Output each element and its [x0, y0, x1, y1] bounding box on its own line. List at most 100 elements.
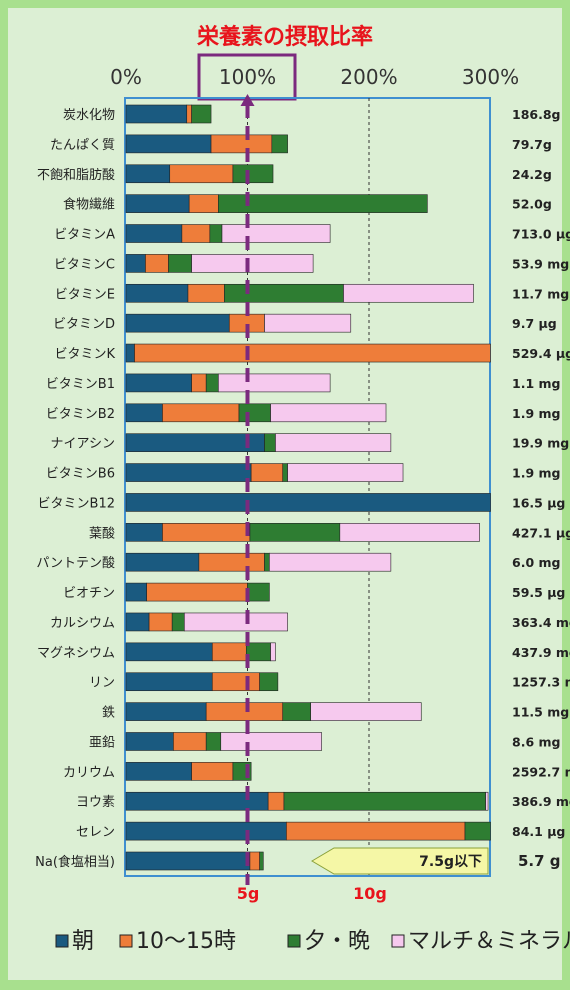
bar-segment-朝	[125, 224, 183, 243]
bar-segment-10～15時	[148, 612, 173, 632]
chart-title: 栄養素の摂取比率	[196, 24, 373, 50]
row-label: カリウム	[63, 765, 115, 780]
row-label: ビタミンB1	[46, 377, 115, 392]
row-value: 1.1 mg	[512, 376, 560, 391]
bar-segment-朝	[125, 523, 163, 542]
row-value: 5.7 g	[518, 852, 561, 870]
row-label: 不飽和脂肪酸	[37, 167, 115, 183]
row-value: 6.0 mg	[512, 555, 560, 570]
salt-target-label: 7.5g以下	[419, 854, 482, 870]
row-label: 食物繊維	[63, 197, 115, 213]
bar-segment-朝	[125, 343, 135, 363]
bar-segment-マルチ＆ミネラル	[269, 552, 392, 572]
bar-segment-マルチ＆ミネラル	[220, 732, 322, 751]
row-label: カルシウム	[50, 616, 115, 631]
row-label: Na(食塩相当)	[35, 854, 115, 870]
row-value: 363.4 mg	[512, 615, 570, 630]
legend-swatch	[287, 934, 301, 948]
bar-segment-10～15時	[134, 343, 491, 363]
bar-segment-朝	[125, 373, 192, 393]
row-label: たんぱく質	[50, 138, 115, 153]
bar-segment-マルチ＆ミネラル	[287, 463, 404, 482]
bar-segment-夕・晩	[224, 283, 344, 303]
row-value: 19.9 mg	[512, 436, 569, 451]
bar-segment-10～15時	[249, 851, 260, 871]
row-label: ビタミンC	[54, 257, 115, 272]
row-value: 713.0 μg	[512, 227, 570, 242]
bar-segment-夕・晩	[259, 672, 279, 692]
bar-segment-10～15時	[286, 821, 466, 841]
bar-segment-10～15時	[191, 762, 234, 781]
legend-label: 10～15時	[136, 929, 236, 954]
bar-segment-マルチ＆ミネラル	[339, 523, 480, 542]
bar-segment-マルチ＆ミネラル	[310, 702, 422, 721]
bar-segment-夕・晩	[168, 254, 192, 273]
row-value: 8.6 mg	[512, 734, 560, 749]
row-value: 16.5 μg	[512, 495, 565, 510]
bar-segment-朝	[125, 254, 146, 273]
bar-segment-夕・晩	[218, 194, 428, 213]
legend-swatch	[119, 934, 133, 948]
row-label: リン	[89, 676, 115, 691]
row-label: 炭水化物	[63, 108, 115, 123]
bar-segment-10～15時	[162, 523, 251, 542]
bar-segment-朝	[125, 762, 192, 781]
bar-segment-マルチ＆ミネラル	[221, 224, 331, 243]
legend-label: マルチ＆ミネラル	[408, 929, 570, 954]
bar-segment-朝	[125, 403, 163, 423]
bar-segment-夕・晩	[282, 463, 288, 482]
x-tick-label: 0%	[110, 65, 142, 89]
bar-segment-10～15時	[169, 164, 234, 184]
bar-segment-マルチ＆ミネラル	[264, 313, 352, 333]
legend-label: 夕・晩	[304, 929, 370, 954]
bar-segment-10～15時	[210, 134, 273, 154]
row-value: 52.0g	[512, 197, 552, 212]
bar-segment-朝	[125, 552, 200, 572]
row-label: ビタミンD	[53, 317, 115, 332]
row-label: パントテン酸	[36, 556, 115, 571]
bar-segment-朝	[125, 194, 190, 213]
bar-segment-10～15時	[211, 642, 247, 662]
row-label: セレン	[76, 825, 115, 840]
bar-segment-10～15時	[173, 732, 207, 751]
bar-segment-夕・晩	[205, 732, 222, 751]
bar-segment-朝	[125, 732, 174, 751]
row-value: 2592.7 mg	[512, 764, 570, 779]
bar-segment-朝	[125, 313, 230, 333]
bar-segment-朝	[125, 463, 252, 482]
row-value: 11.5 mg	[512, 705, 569, 720]
bar-segment-マルチ＆ミネラル	[270, 403, 387, 423]
plot-border	[124, 97, 491, 877]
bar-segment-10～15時	[162, 403, 240, 423]
bar-segment-10～15時	[146, 582, 248, 602]
bar-segment-夕・晩	[464, 821, 491, 841]
salt-target-arrow	[311, 847, 489, 875]
salt-axis-5g: 5g	[237, 884, 260, 903]
bar-segment-夕・晩	[205, 373, 219, 393]
row-value: 53.9 mg	[512, 256, 569, 271]
bar-segment-夕・晩	[245, 642, 271, 662]
bar-segment-朝	[125, 672, 213, 692]
row-label: ビタミンA	[54, 228, 115, 243]
bar-segment-夕・晩	[232, 164, 274, 184]
row-label: ビオチン	[63, 586, 115, 601]
bar-segment-朝	[125, 493, 491, 512]
row-value: 84.1 μg	[512, 824, 565, 839]
row-label: ビタミンB12	[38, 496, 115, 511]
bar-segment-マルチ＆ミネラル	[191, 254, 314, 273]
bar-segment-夕・晩	[171, 612, 185, 632]
bar-segment-夕・晩	[249, 523, 341, 542]
legend-swatch	[391, 934, 405, 948]
row-label: ビタミンK	[54, 347, 115, 362]
row-value: 1.9 mg	[512, 466, 560, 481]
row-label: ビタミンB6	[46, 467, 115, 482]
row-label: ナイアシン	[51, 437, 115, 452]
bar-segment-10～15時	[267, 791, 285, 811]
bar-segment-朝	[125, 104, 188, 124]
bar-segment-朝	[125, 433, 265, 452]
bar-segment-夕・晩	[282, 702, 311, 721]
bar-segment-10～15時	[188, 194, 219, 213]
legend-swatch	[55, 934, 69, 948]
row-value: 529.4 μg	[512, 346, 570, 361]
